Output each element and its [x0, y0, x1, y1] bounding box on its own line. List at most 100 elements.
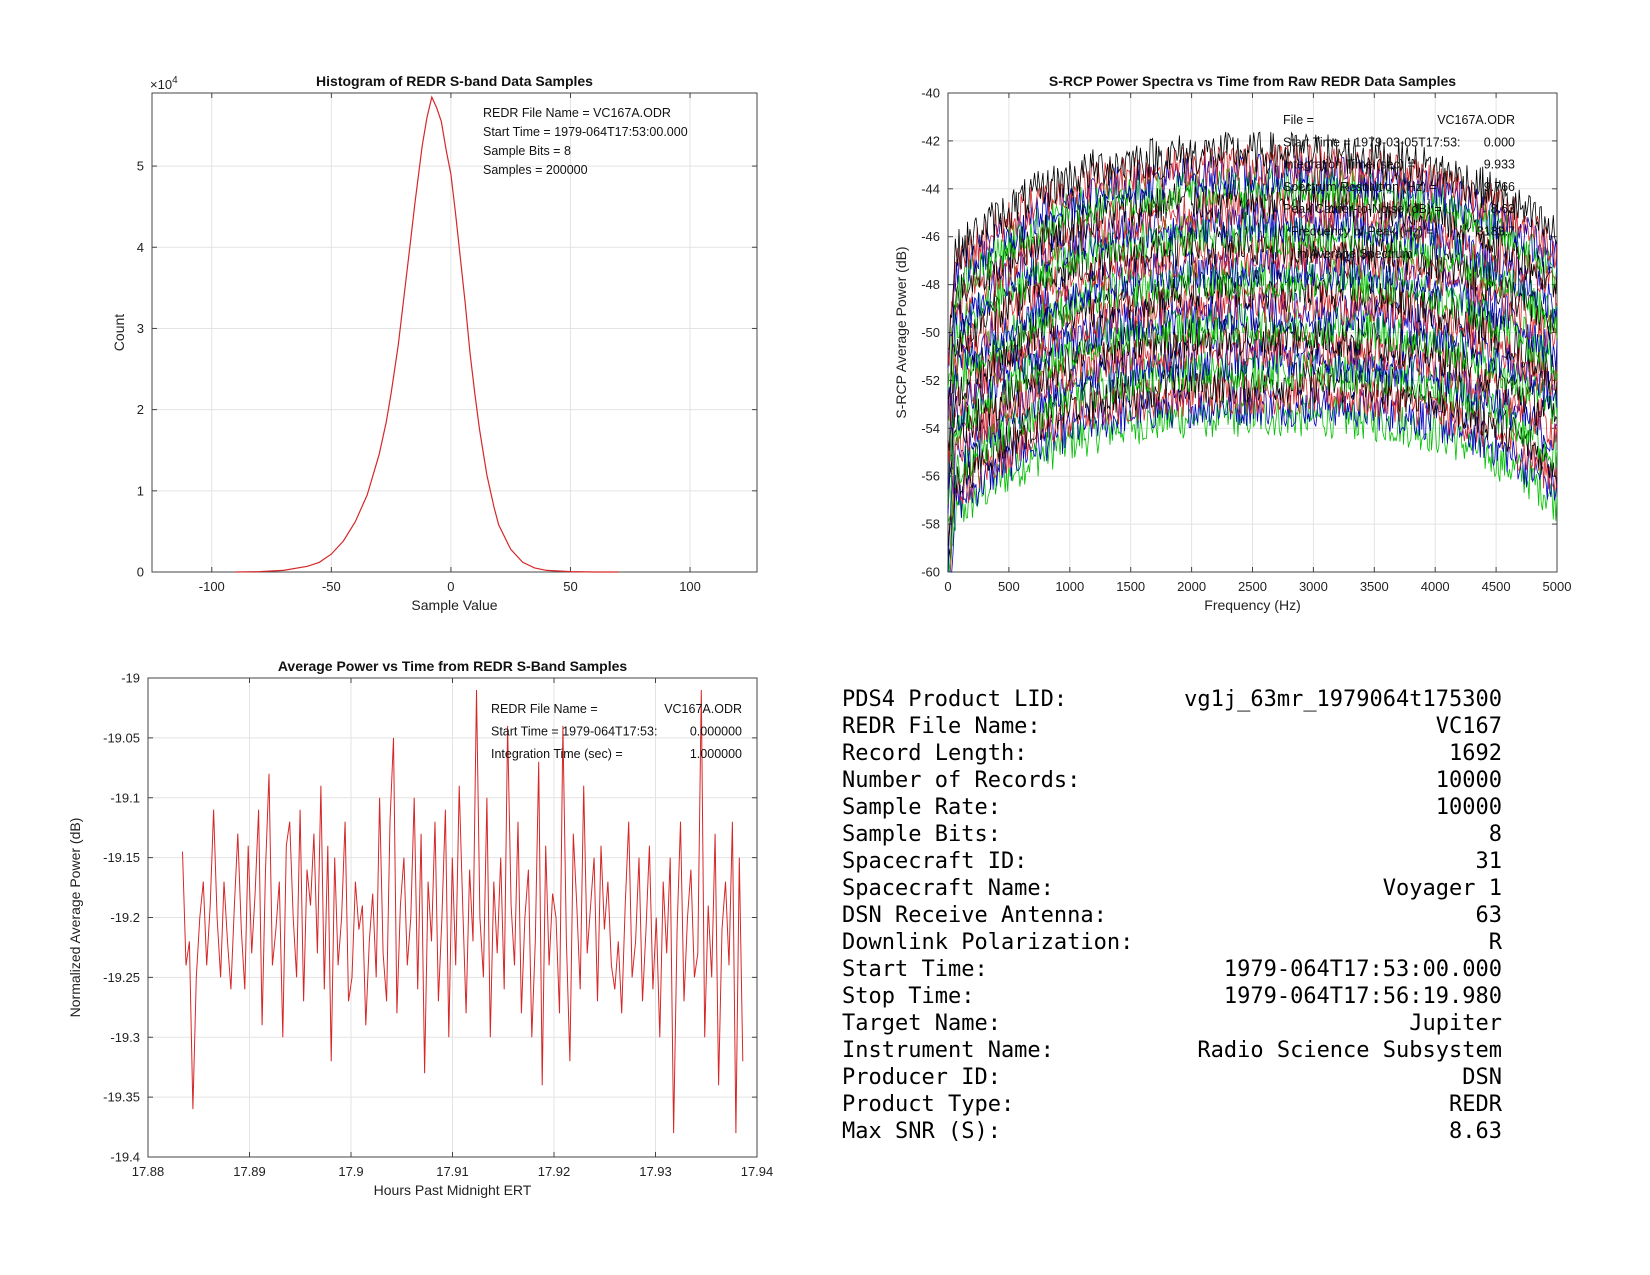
annotation-value: 9.766	[1484, 180, 1515, 194]
info-value: 10000	[1435, 768, 1502, 793]
x-tick-label: 3500	[1360, 579, 1389, 594]
info-value: 31	[1475, 849, 1503, 874]
annotation-text: Sample Bits = 8	[483, 144, 571, 158]
chart-title: Average Power vs Time from REDR S-Band S…	[278, 658, 628, 674]
y-tick-label: 5	[137, 159, 144, 174]
y-tick-label: -48	[921, 277, 940, 292]
x-axis-label: Hours Past Midnight ERT	[374, 1182, 532, 1198]
info-row: Downlink Polarization: R	[842, 929, 1502, 956]
x-tick-label: 17.92	[538, 1164, 571, 1179]
info-value: Radio Science Subsystem	[1197, 1038, 1502, 1063]
annotation-value: 8.63	[1491, 202, 1515, 216]
info-row: Instrument Name: Radio Science Subsystem	[842, 1037, 1502, 1064]
info-row: Stop Time: 1979-064T17:56:19.980	[842, 983, 1502, 1010]
info-row: Product Type: REDR	[842, 1091, 1502, 1118]
x-tick-label: 17.89	[233, 1164, 266, 1179]
y-tick-label: -46	[921, 229, 940, 244]
y-tick-label: -40	[921, 86, 940, 101]
spectrum-series-line	[947, 165, 1558, 390]
average-power-series-line	[182, 689, 744, 1134]
info-value: VC167	[1435, 714, 1502, 739]
annotation-label: Integration Time (sec) =	[491, 747, 623, 761]
info-label: Product Type:	[842, 1092, 1015, 1117]
info-value: 8	[1488, 822, 1502, 847]
info-label: Spacecraft Name:	[842, 876, 1054, 901]
spectrum-series-line	[947, 234, 1558, 463]
y-tick-label: -54	[921, 421, 940, 436]
chart-title: Histogram of REDR S-band Data Samples	[316, 73, 593, 89]
info-value: Jupiter	[1409, 1011, 1502, 1036]
info-row: Number of Records: 10000	[842, 767, 1502, 794]
annotation-label: Peak Carrier-to-Noise (dB) =	[1283, 202, 1442, 216]
product-info-table: PDS4 Product LID: vg1j_63mr_1979064t17530…	[842, 686, 1502, 1145]
y-tick-label: 4	[137, 240, 144, 255]
y-tick-label: -42	[921, 133, 940, 148]
info-value: 1979-064T17:53:00.000	[1223, 957, 1502, 982]
info-value: 10000	[1435, 795, 1502, 820]
x-tick-label: 2000	[1177, 579, 1206, 594]
y-axis-label: Normalized Average Power (dB)	[67, 818, 83, 1018]
x-tick-label: 0	[944, 579, 951, 594]
y-tick-label: -19.3	[110, 1030, 140, 1045]
y-tick-label: -19.35	[103, 1090, 140, 1105]
info-label: Stop Time:	[842, 984, 975, 1009]
info-label: DSN Receive Antenna:	[842, 903, 1107, 928]
info-row: DSN Receive Antenna: 63	[842, 902, 1502, 929]
spectrum-series-line	[947, 256, 1558, 504]
annotation-label: Integration Time (sec) =	[1283, 158, 1415, 172]
y-axis-label: Count	[111, 314, 127, 351]
annotation-label: Start Time = 1979-03-05T17:53:	[1283, 135, 1461, 149]
annotation-value: 1.000000	[690, 747, 742, 761]
info-row: Start Time: 1979-064T17:53:00.000	[842, 956, 1502, 983]
info-value: R	[1488, 930, 1502, 955]
y-tick-label: -58	[921, 517, 940, 532]
info-row: Spacecraft Name: Voyager 1	[842, 875, 1502, 902]
x-tick-label: 1000	[1055, 579, 1084, 594]
annotation-label: in Average Spectrum	[1297, 247, 1413, 261]
x-tick-label: 1500	[1116, 579, 1145, 594]
x-tick-label: 5000	[1543, 579, 1572, 594]
annotation-text: Samples = 200000	[483, 163, 588, 177]
y-tick-label: 0	[137, 565, 144, 580]
x-tick-label: 4500	[1482, 579, 1511, 594]
annotation-value: 0.000	[1484, 135, 1515, 149]
info-value: Voyager 1	[1382, 876, 1502, 901]
x-tick-label: 17.9	[338, 1164, 363, 1179]
info-label: Instrument Name:	[842, 1038, 1054, 1063]
x-tick-label: 50	[563, 579, 577, 594]
annotation-label: Frequency of Peak (Hz) =	[1291, 225, 1434, 239]
info-label: Sample Bits:	[842, 822, 1001, 847]
info-value: vg1j_63mr_1979064t175300	[1184, 687, 1502, 712]
info-label: Number of Records:	[842, 768, 1081, 793]
info-label: REDR File Name:	[842, 714, 1041, 739]
info-label: Sample Rate:	[842, 795, 1001, 820]
y-tick-label: 1	[137, 483, 144, 498]
spectrum-series-line	[947, 302, 1558, 524]
annotation-text: REDR File Name = VC167A.ODR	[483, 106, 671, 120]
info-label: PDS4 Product LID:	[842, 687, 1068, 712]
info-value: 1979-064T17:56:19.980	[1223, 984, 1502, 1009]
x-tick-label: 17.88	[132, 1164, 165, 1179]
annotation-label: Start Time = 1979-064T17:53:	[491, 725, 657, 739]
spectrum-series-line	[948, 395, 1558, 573]
y-tick-label: -19.2	[110, 910, 140, 925]
x-tick-label: 4000	[1421, 579, 1450, 594]
spectrum-series-line	[947, 131, 1558, 350]
y-tick-label: 3	[137, 321, 144, 336]
y-tick-label: -52	[921, 373, 940, 388]
x-tick-label: 0	[447, 579, 454, 594]
y-tick-label: 2	[137, 402, 144, 417]
y-tick-label: -56	[921, 469, 940, 484]
axis-exponent-label: ×104	[150, 75, 178, 92]
y-tick-label: -19.25	[103, 970, 140, 985]
x-axis-label: Sample Value	[411, 597, 497, 613]
info-row: Target Name: Jupiter	[842, 1010, 1502, 1037]
annotation-label: Spectrum Resolution (Hz) =	[1283, 180, 1437, 194]
x-axis-label: Frequency (Hz)	[1204, 597, 1300, 613]
average-power-chart: 17.88 17.89 17.9 17.91 17.92 17.93 17.94 -19.4 -…	[67, 658, 773, 1198]
x-tick-label: 3000	[1299, 579, 1328, 594]
annotation-value: 0.000000	[690, 725, 742, 739]
x-tick-label: 100	[679, 579, 701, 594]
y-tick-label: -44	[921, 181, 940, 196]
